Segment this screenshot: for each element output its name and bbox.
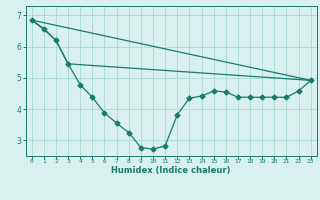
X-axis label: Humidex (Indice chaleur): Humidex (Indice chaleur) bbox=[111, 166, 231, 175]
